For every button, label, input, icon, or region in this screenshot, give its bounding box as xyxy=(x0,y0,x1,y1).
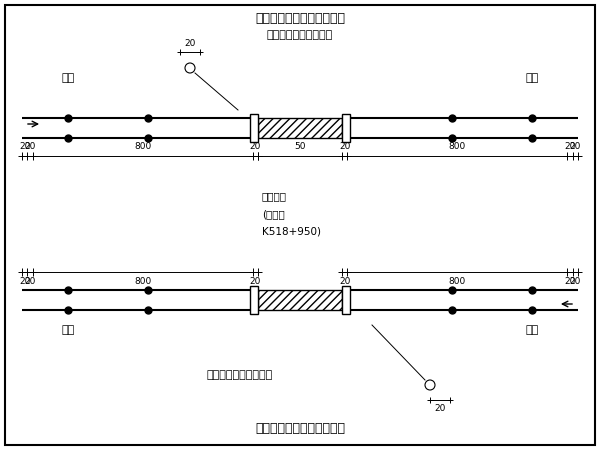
Text: 移动停车信号牌（灯）: 移动停车信号牌（灯） xyxy=(207,370,273,380)
Text: 50: 50 xyxy=(294,142,306,151)
Text: 20: 20 xyxy=(25,142,36,151)
Text: 20: 20 xyxy=(564,142,575,151)
Text: 哨墩: 哨墩 xyxy=(61,325,74,335)
Text: (沪昆线: (沪昆线 xyxy=(262,209,285,219)
Circle shape xyxy=(185,63,195,73)
Text: 20: 20 xyxy=(569,142,581,151)
Text: 20: 20 xyxy=(19,277,31,286)
Bar xyxy=(258,290,342,310)
Text: 20: 20 xyxy=(339,277,350,286)
Bar xyxy=(342,286,350,314)
Circle shape xyxy=(425,380,435,390)
Text: 20: 20 xyxy=(250,277,261,286)
Text: 800: 800 xyxy=(134,277,151,286)
Text: 20: 20 xyxy=(25,277,36,286)
Text: 800: 800 xyxy=(134,142,151,151)
Text: 20: 20 xyxy=(339,142,350,151)
Text: 施工地点: 施工地点 xyxy=(262,191,287,201)
Text: 显示停车手信号的防护人员: 显示停车手信号的防护人员 xyxy=(255,422,345,435)
Text: 哨墩: 哨墩 xyxy=(526,325,539,335)
Text: 哨墩: 哨墩 xyxy=(526,73,539,83)
Text: 20: 20 xyxy=(19,142,31,151)
Text: 800: 800 xyxy=(449,277,466,286)
Bar xyxy=(258,118,342,138)
Text: K518+950): K518+950) xyxy=(262,227,321,237)
Text: 哨墩: 哨墩 xyxy=(61,73,74,83)
Bar xyxy=(250,114,258,142)
Text: 移动停车信号牌（灯）: 移动停车信号牌（灯） xyxy=(267,30,333,40)
Text: 20: 20 xyxy=(184,39,196,48)
Bar xyxy=(250,286,258,314)
Text: 显示停车手信号的防护人员: 显示停车手信号的防护人员 xyxy=(255,12,345,25)
Text: 20: 20 xyxy=(569,277,581,286)
Text: 20: 20 xyxy=(564,277,575,286)
Text: 800: 800 xyxy=(449,142,466,151)
Bar xyxy=(342,114,350,142)
Text: 20: 20 xyxy=(434,404,446,413)
Text: 20: 20 xyxy=(250,142,261,151)
